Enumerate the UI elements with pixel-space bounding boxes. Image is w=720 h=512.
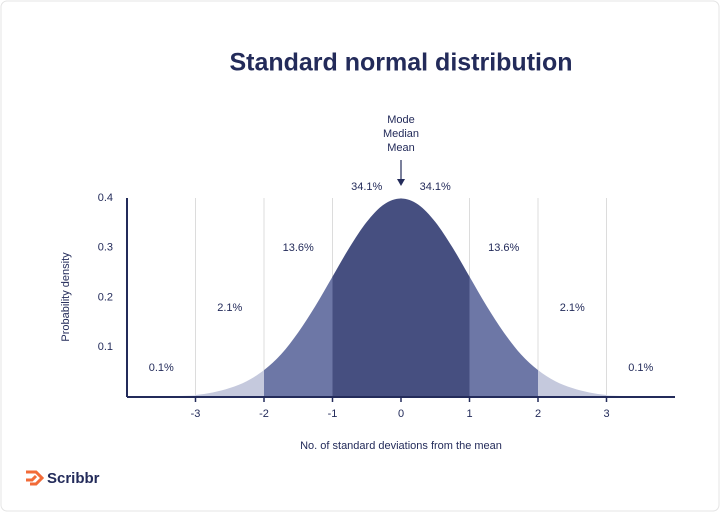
y-axis-title: Probability density (60, 252, 72, 342)
brand: Scribbr (47, 470, 100, 487)
x-tick-label: -3 (191, 408, 201, 420)
value-label: 0.1% (149, 362, 174, 374)
logo: Scribbr (26, 470, 100, 487)
x-tick-label: 2 (535, 408, 541, 420)
annotation: Mean (387, 142, 415, 154)
x-tick-label: -1 (328, 408, 338, 420)
y-tick-label: 0.3 (98, 242, 113, 254)
annotation: Median (383, 128, 419, 140)
value-label: 13.6% (283, 242, 314, 254)
value-label: 34.1% (420, 181, 451, 193)
logo-icon (26, 470, 45, 486)
y-tick-label: 0.1 (98, 341, 113, 353)
annotation-arrowhead (397, 179, 405, 186)
x-tick-label: 0 (398, 408, 404, 420)
x-tick-label: 1 (466, 408, 472, 420)
value-label: 34.1% (351, 181, 382, 193)
value-label: 2.1% (217, 302, 242, 314)
x-tick-label: 3 (603, 408, 609, 420)
y-tick-label: 0.4 (98, 192, 113, 204)
y-tick-label: 0.2 (98, 291, 113, 303)
chart-title: Standard normal distribution (229, 49, 572, 77)
value-label: 2.1% (560, 302, 585, 314)
x-tick-label: -2 (259, 408, 269, 420)
x-axis-title: No. of standard deviations from the mean (300, 440, 502, 452)
value-label: 13.6% (488, 242, 519, 254)
value-label: 0.1% (628, 362, 653, 374)
annotation: Mode (387, 114, 415, 126)
